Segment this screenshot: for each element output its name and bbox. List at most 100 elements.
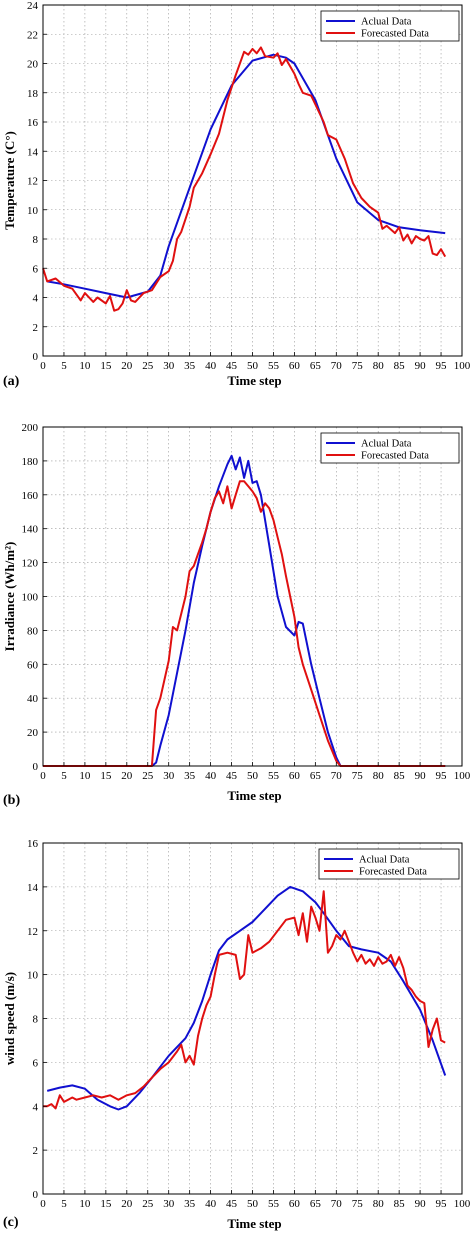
y-tick-label: 18 — [27, 88, 39, 100]
x-tick-label: 0 — [40, 770, 46, 782]
x-tick-label: 35 — [184, 1198, 196, 1210]
y-tick-label: 4 — [33, 293, 39, 305]
y-tick-label: 20 — [27, 59, 39, 71]
y-tick-label: 80 — [27, 625, 39, 637]
actual-data-line — [43, 454, 446, 767]
chart-panel-3: 0 5 10 15 20 25 30 35 40 45 50 55 60 65 70 75 80 85 90 95 10… — [2, 838, 471, 1231]
x-tick-label: 0 — [40, 360, 46, 372]
panel-label: (a) — [3, 374, 20, 389]
x-tick-label: 20 — [121, 770, 133, 782]
y-axis-title: Irradiance (Wh/m²) — [2, 542, 17, 652]
panel-label: (b) — [3, 793, 20, 808]
x-tick-label: 15 — [100, 770, 112, 782]
y-tick-label: 12 — [27, 176, 38, 188]
x-tick-label: 45 — [226, 360, 238, 372]
x-tick-label: 60 — [289, 360, 301, 372]
legend-box — [318, 848, 460, 880]
y-tick-label: 12 — [27, 926, 38, 938]
legend-forecast-label: Forecasted Data — [359, 867, 427, 878]
y-tick-label: 4 — [33, 1101, 39, 1113]
x-tick-label: 75 — [352, 770, 364, 782]
x-tick-label: 60 — [289, 770, 301, 782]
x-tick-label: 95 — [436, 1198, 448, 1210]
x-tick-label: 90 — [415, 360, 427, 372]
x-tick-label: 70 — [331, 770, 343, 782]
y-tick-label: 180 — [22, 456, 39, 468]
y-tick-label: 8 — [33, 234, 39, 246]
y-axis-title: wind speed (m/s) — [2, 972, 17, 1065]
forecasted-data-line — [43, 890, 446, 1110]
x-tick-label: 5 — [61, 770, 67, 782]
x-tick-label: 45 — [226, 1198, 238, 1210]
x-tick-label: 10 — [79, 770, 91, 782]
x-tick-label: 70 — [331, 360, 343, 372]
x-tick-label: 30 — [163, 360, 175, 372]
x-tick-label: 75 — [352, 360, 364, 372]
x-tick-label: 30 — [163, 1198, 175, 1210]
y-tick-label: 16 — [27, 838, 39, 850]
x-tick-label: 90 — [415, 1198, 427, 1210]
x-tick-label: 5 — [61, 1198, 67, 1210]
y-tick-label: 8 — [33, 1014, 39, 1026]
y-tick-label: 0 — [33, 761, 39, 773]
x-tick-label: 40 — [205, 360, 217, 372]
x-tick-label: 40 — [205, 1198, 217, 1210]
x-tick-label: 35 — [184, 360, 196, 372]
legend-box — [320, 10, 460, 42]
actual-data-line — [47, 53, 446, 299]
x-tick-label: 70 — [331, 1198, 343, 1210]
x-axis-title: Time step — [227, 1216, 281, 1231]
x-tick-label: 100 — [454, 1198, 471, 1210]
actual-data-line — [46, 885, 447, 1111]
y-tick-label: 0 — [33, 351, 39, 363]
x-tick-label: 60 — [289, 1198, 301, 1210]
x-tick-label: 15 — [100, 1198, 112, 1210]
x-tick-label: 90 — [415, 770, 427, 782]
y-tick-label: 60 — [27, 659, 39, 671]
legend-forecast-label: Forecasted Data — [361, 451, 429, 462]
x-tick-label: 80 — [373, 1198, 385, 1210]
x-tick-label: 15 — [100, 360, 112, 372]
y-tick-label: 6 — [33, 1057, 39, 1069]
x-tick-label: 95 — [436, 770, 448, 782]
y-tick-label: 100 — [22, 592, 39, 604]
x-tick-label: 85 — [394, 1198, 406, 1210]
chart-panel-2: 0 5 10 15 20 25 30 35 40 45 50 55 60 65 70 75 80 85 90 95 10… — [2, 422, 471, 808]
y-tick-label: 16 — [27, 117, 39, 129]
x-tick-label: 65 — [310, 770, 322, 782]
y-axis-title: Temperature (C°) — [2, 131, 17, 230]
x-tick-label: 85 — [394, 360, 406, 372]
x-axis-title: Time step — [227, 373, 281, 388]
x-tick-label: 65 — [310, 360, 322, 372]
y-tick-label: 6 — [33, 263, 39, 275]
legend-actual-label: Aclual Data — [359, 855, 410, 866]
y-tick-label: 200 — [22, 422, 39, 434]
y-tick-label: 120 — [22, 558, 39, 570]
y-tick-label: 14 — [27, 146, 39, 158]
legend-box — [320, 432, 460, 464]
y-tick-label: 10 — [27, 970, 39, 982]
x-tick-label: 85 — [394, 770, 406, 782]
x-tick-label: 30 — [163, 770, 175, 782]
legend-forecast-label: Forecasted Data — [361, 29, 429, 40]
x-tick-label: 5 — [61, 360, 67, 372]
x-tick-label: 50 — [247, 360, 259, 372]
x-tick-label: 65 — [310, 1198, 322, 1210]
y-tick-label: 0 — [33, 1189, 39, 1201]
y-tick-label: 160 — [22, 490, 39, 502]
x-tick-label: 50 — [247, 770, 259, 782]
panel-label: (c) — [3, 1215, 19, 1230]
y-tick-label: 2 — [33, 322, 39, 334]
x-tick-label: 20 — [121, 1198, 133, 1210]
chart-panel-1: 0 5 10 15 20 25 30 35 40 45 50 55 60 65 70 75 80 85 90 95 10… — [2, 0, 471, 389]
x-tick-label: 55 — [268, 360, 280, 372]
x-tick-label: 25 — [142, 1198, 154, 1210]
y-tick-label: 40 — [27, 693, 39, 705]
x-tick-label: 10 — [79, 1198, 91, 1210]
forecasted-data-line — [42, 46, 447, 312]
y-tick-label: 14 — [27, 882, 39, 894]
x-tick-label: 40 — [205, 770, 217, 782]
x-tick-label: 55 — [268, 770, 280, 782]
x-tick-label: 80 — [373, 360, 385, 372]
